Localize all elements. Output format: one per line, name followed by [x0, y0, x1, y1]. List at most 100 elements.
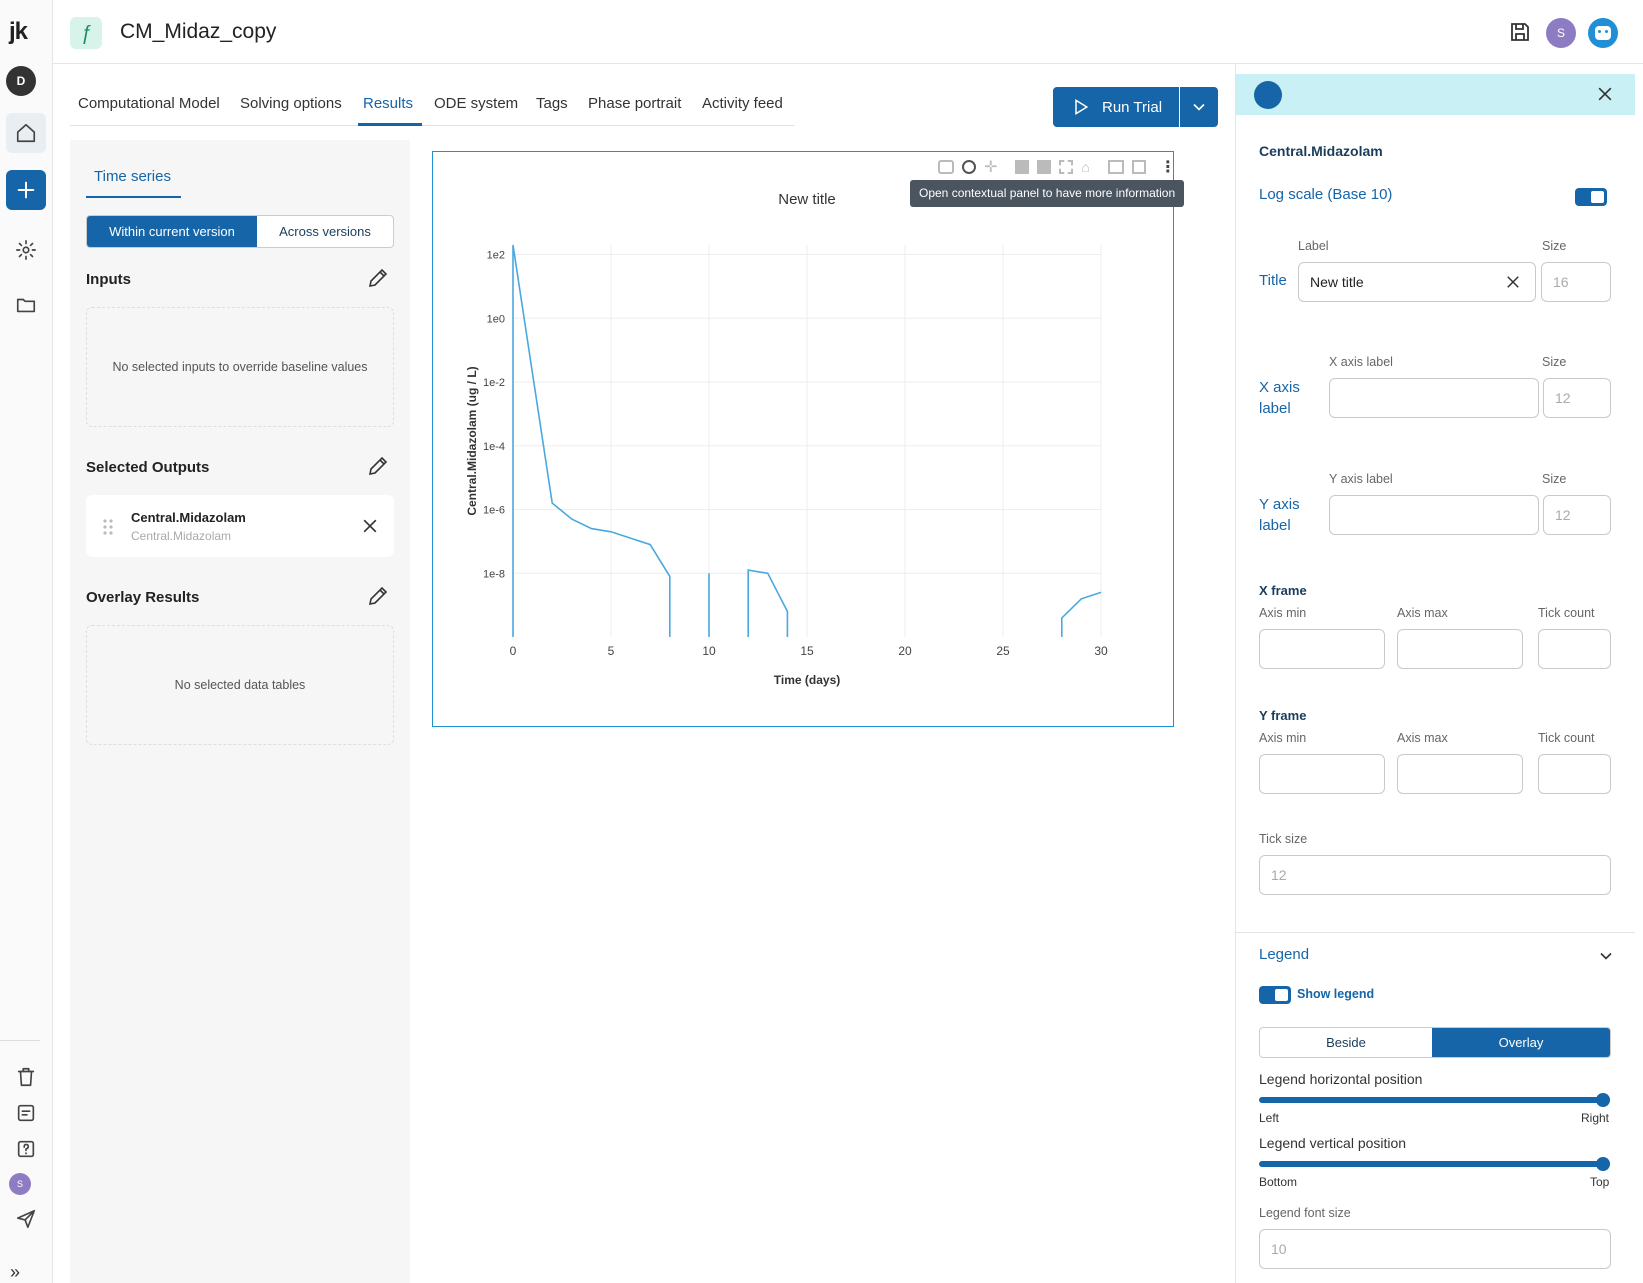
y-tick-label: 1e-4: [483, 441, 505, 453]
x-axis-label-input[interactable]: [1329, 378, 1539, 418]
legend-horizontal-label: Legend horizontal position: [1259, 1071, 1423, 1087]
y-axis-size-input[interactable]: 12: [1543, 495, 1611, 535]
x-axis-row-label: X axis label: [1259, 379, 1300, 417]
legend-vertical-label: Legend vertical position: [1259, 1135, 1407, 1151]
legend-horizontal-knob[interactable]: [1596, 1093, 1610, 1107]
folders-button[interactable]: [6, 285, 46, 325]
legend-vertical-knob[interactable]: [1596, 1157, 1610, 1171]
x-axis-max-input[interactable]: [1397, 629, 1523, 669]
edit-outputs-button[interactable]: [366, 454, 390, 483]
workspace-avatar[interactable]: D: [6, 66, 36, 96]
x-axis-size-input[interactable]: 12: [1543, 378, 1611, 418]
drag-handle-icon[interactable]: [102, 518, 114, 536]
y-tick-count-input[interactable]: [1538, 754, 1611, 794]
more-options-icon[interactable]: ⋮: [1159, 159, 1176, 176]
chart-title: New title: [778, 191, 836, 208]
y-axis-min-input[interactable]: [1259, 754, 1385, 794]
zoom-out-icon[interactable]: [1037, 160, 1052, 174]
tick-size-caption: Tick size: [1259, 832, 1308, 846]
legend-vertical-slider[interactable]: [1259, 1161, 1610, 1167]
x-tick-label: 10: [702, 644, 716, 658]
toggle-within-current-version[interactable]: Within current version: [87, 216, 257, 247]
app-logo[interactable]: jk: [9, 18, 28, 45]
settings-button[interactable]: [6, 230, 46, 270]
camera-icon[interactable]: [938, 160, 954, 174]
legend-font-size-input[interactable]: 10: [1259, 1229, 1611, 1269]
y-axis-row-label: Y axis label: [1259, 496, 1300, 534]
tab-activity-feed[interactable]: Activity feed: [702, 95, 783, 112]
autoscale-icon[interactable]: [1059, 160, 1074, 174]
release-notes-button[interactable]: [6, 1093, 46, 1133]
y-tick-label: 1e0: [487, 313, 505, 325]
right-panel: Central.Midazolam Log scale (Base 10) La…: [1235, 64, 1635, 1283]
expand-rail-icon[interactable]: »: [10, 1262, 21, 1282]
run-trial-button[interactable]: Run Trial: [1053, 87, 1179, 127]
y-frame-tick-caption: Tick count: [1538, 731, 1595, 745]
x-frame-tick-caption: Tick count: [1538, 606, 1595, 620]
chevron-down-icon: [1600, 952, 1612, 960]
clear-title-button[interactable]: [1504, 273, 1522, 296]
x-frame-title: X frame: [1259, 583, 1307, 598]
active-tab-indicator: [358, 123, 422, 126]
remove-output-button[interactable]: [360, 516, 380, 541]
help-button[interactable]: [6, 1129, 46, 1169]
send-feedback-button[interactable]: [6, 1199, 46, 1239]
tab-phase-portrait[interactable]: Phase portrait: [588, 95, 682, 112]
tick-size-input[interactable]: 12: [1259, 855, 1611, 895]
zoom-icon[interactable]: [962, 160, 976, 174]
user-avatar[interactable]: S: [1546, 18, 1576, 48]
tab-tags[interactable]: Tags: [536, 95, 568, 112]
x-tick-count-input[interactable]: [1538, 629, 1611, 669]
y-tick-label: 1e-6: [483, 505, 505, 517]
title-size-input[interactable]: 16: [1541, 262, 1611, 302]
x-tick-label: 20: [898, 644, 912, 658]
log-scale-toggle[interactable]: [1575, 188, 1607, 206]
model-type-icon: ƒ: [70, 17, 102, 49]
run-options-button[interactable]: [1180, 87, 1218, 127]
title-input[interactable]: New title: [1298, 262, 1536, 302]
legend-collapse-button[interactable]: [1596, 946, 1616, 971]
inputs-empty-state: No selected inputs to override baseline …: [86, 307, 394, 427]
user-avatar-small[interactable]: S: [9, 1173, 31, 1195]
series-line-segment: [512, 244, 671, 637]
copy-icon[interactable]: [1131, 160, 1146, 174]
legend-horizontal-max: Right: [1581, 1111, 1610, 1125]
save-button[interactable]: [1508, 20, 1534, 46]
y-axis-label-input[interactable]: [1329, 495, 1539, 535]
legend-placement-toggle: Beside Overlay: [1259, 1027, 1611, 1058]
tab-results[interactable]: Results: [363, 95, 414, 112]
output-item[interactable]: Central.Midazolam Central.Midazolam: [86, 495, 394, 557]
tab-ode-system[interactable]: ODE system: [434, 95, 519, 112]
add-button[interactable]: [6, 170, 46, 210]
edit-inputs-button[interactable]: [366, 266, 390, 295]
x-tick-label: 15: [800, 644, 814, 658]
toggle-across-versions[interactable]: Across versions: [279, 224, 371, 239]
series-line-segment: [747, 569, 789, 637]
trash-button[interactable]: [6, 1057, 46, 1097]
tick-size-placeholder: 12: [1271, 867, 1287, 883]
download-image-icon[interactable]: [1107, 160, 1124, 174]
tab-computational-model[interactable]: Computational Model: [78, 95, 220, 112]
legend-vertical-max: Top: [1590, 1175, 1610, 1189]
home-button[interactable]: [6, 113, 46, 153]
subtab-time-series[interactable]: Time series: [94, 168, 171, 185]
play-icon: [1075, 98, 1089, 116]
version-toggle: Within current version Across versions: [86, 215, 394, 248]
zoom-in-icon[interactable]: [1015, 160, 1030, 174]
tab-solving-options[interactable]: Solving options: [240, 95, 342, 112]
legend-beside-option[interactable]: Beside: [1326, 1035, 1366, 1050]
assistant-button[interactable]: [1588, 18, 1618, 48]
show-legend-toggle[interactable]: [1259, 986, 1291, 1004]
legend-overlay-option[interactable]: Overlay: [1432, 1028, 1610, 1057]
panel-handle-icon[interactable]: [1254, 81, 1282, 109]
run-trial-label: Run Trial: [1102, 98, 1163, 116]
x-axis-min-input[interactable]: [1259, 629, 1385, 669]
pan-icon[interactable]: ✛: [984, 159, 998, 176]
reset-axes-icon[interactable]: ⌂: [1081, 159, 1090, 175]
close-panel-button[interactable]: [1595, 84, 1615, 109]
close-icon: [363, 519, 377, 533]
edit-overlay-button[interactable]: [366, 584, 390, 613]
legend-horizontal-slider[interactable]: [1259, 1097, 1610, 1103]
series-line-segment: [1061, 591, 1102, 637]
y-axis-max-input[interactable]: [1397, 754, 1523, 794]
